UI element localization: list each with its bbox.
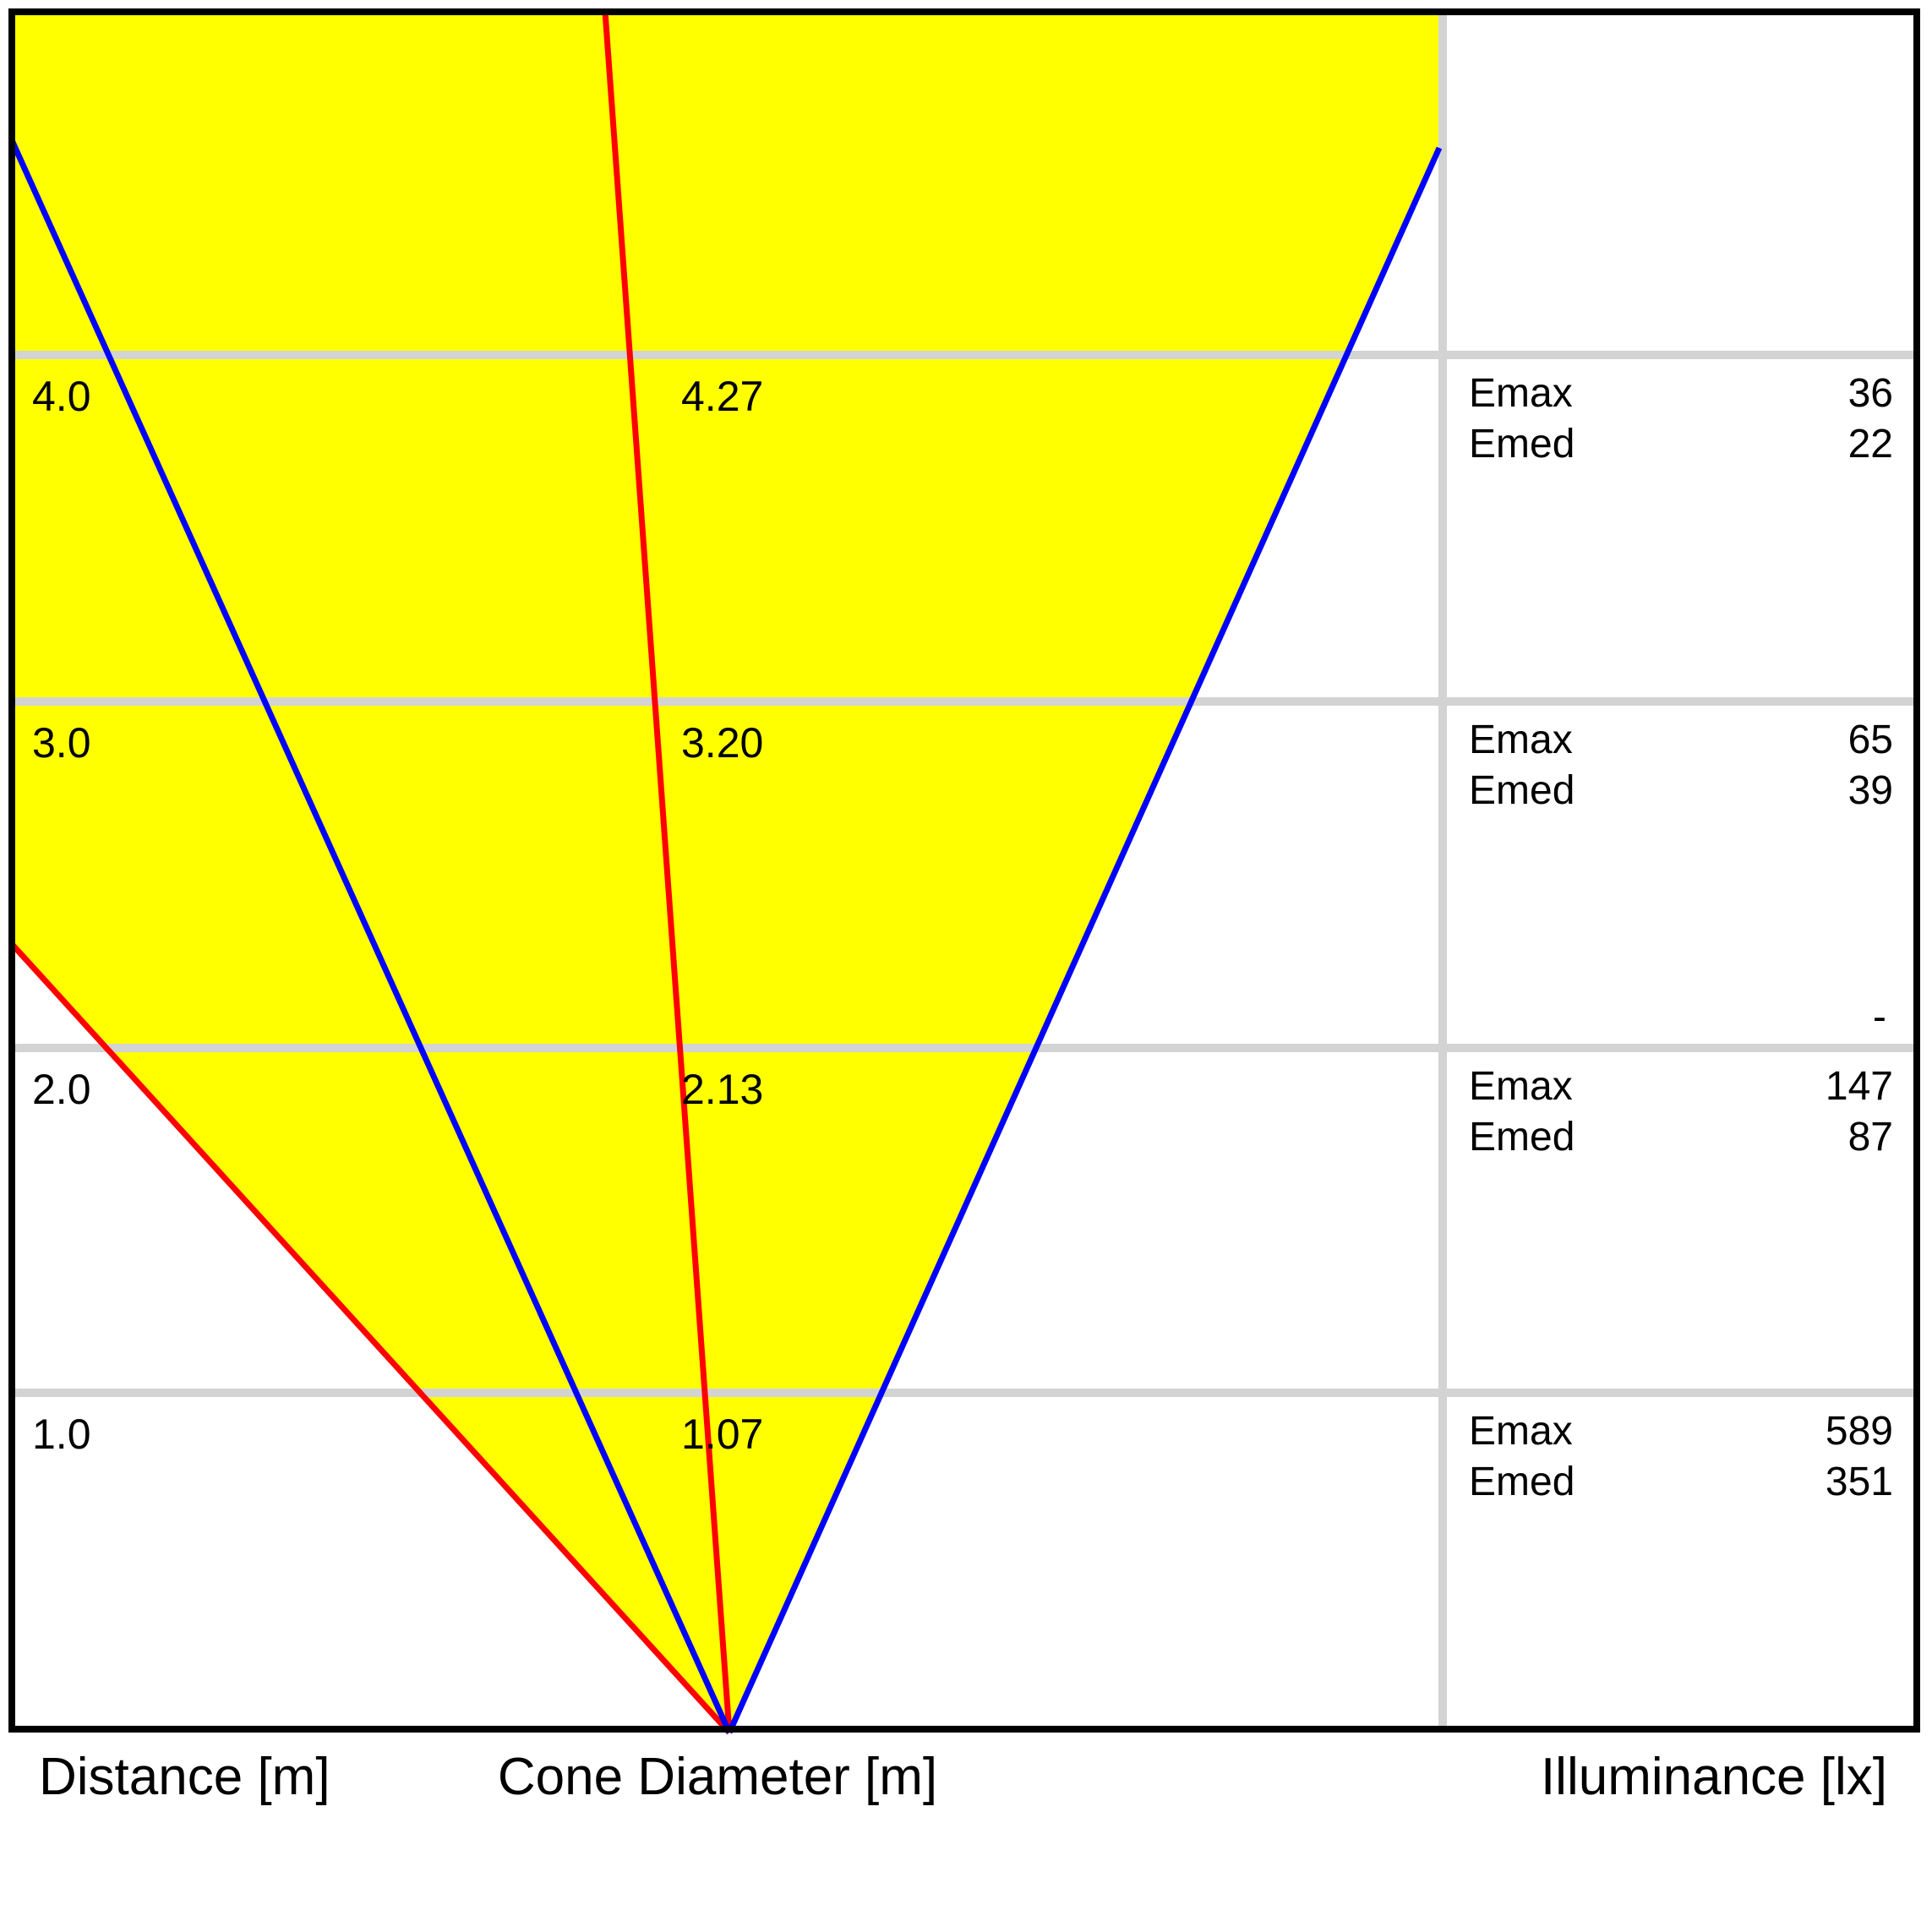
emax-line: Emax 65 (1469, 715, 1893, 766)
emed-value: 351 (1825, 1460, 1893, 1504)
illuminance-row-4m: Emax 36 Emed 22 (1469, 368, 1893, 470)
distance-label-2m: 2.0 (32, 1066, 91, 1113)
emed-value: 87 (1847, 1115, 1893, 1160)
emed-value: 22 (1847, 422, 1893, 467)
cone-diameter-label-1m: 1.07 (681, 1411, 764, 1458)
emed-label: Emed (1469, 1460, 1575, 1504)
emax-line: Emax 589 (1469, 1406, 1893, 1457)
emax-line: Emax 36 (1469, 368, 1893, 419)
distance-axis-label: Distance [m] (39, 1748, 330, 1806)
cone-diameter-label-4m: 4.27 (681, 373, 764, 420)
emax-label: Emax (1469, 1409, 1573, 1454)
emax-value: 65 (1847, 718, 1893, 762)
blue-beam-line-left (8, 139, 733, 1734)
emed-line: Emed 22 (1469, 419, 1893, 470)
emed-line: Emed 87 (1469, 1112, 1893, 1163)
emed-value: 39 (1847, 768, 1893, 813)
emax-value: 147 (1825, 1064, 1893, 1109)
distance-label-3m: 3.0 (32, 719, 91, 767)
illuminance-axis-label: Illuminance [lx] (1540, 1748, 1887, 1806)
stray-mark: - (1873, 995, 1886, 1040)
chart-border (8, 8, 1920, 1733)
emed-label: Emed (1469, 422, 1575, 467)
emed-label: Emed (1469, 768, 1575, 813)
emax-label: Emax (1469, 718, 1573, 762)
distance-label-4m: 4.0 (32, 373, 91, 420)
emed-line: Emed 39 (1469, 766, 1893, 816)
red-beam-line-left (9, 941, 732, 1735)
emax-line: Emax 147 (1469, 1062, 1893, 1112)
illuminance-row-1m: Emax 589 Emed 351 (1469, 1406, 1893, 1508)
emax-label: Emax (1469, 371, 1573, 416)
illuminance-row-2m: Emax 147 Emed 87 (1469, 1062, 1893, 1163)
emax-value: 589 (1825, 1409, 1893, 1454)
illuminance-row-3m: Emax 65 Emed 39 (1469, 715, 1893, 816)
cone-diameter-label-2m: 2.13 (681, 1066, 764, 1113)
distance-label-1m: 1.0 (32, 1411, 91, 1458)
red-beam-line-right (602, 11, 733, 1733)
emax-label: Emax (1469, 1064, 1573, 1109)
cone-diameter-axis-label: Cone Diameter [m] (497, 1748, 938, 1806)
emed-label: Emed (1469, 1115, 1575, 1160)
cone-diameter-label-3m: 3.20 (681, 719, 764, 767)
beam-fill (12, 12, 1439, 1733)
emax-value: 36 (1847, 371, 1893, 416)
emed-line: Emed 351 (1469, 1457, 1893, 1508)
blue-beam-line-right (726, 146, 1443, 1734)
